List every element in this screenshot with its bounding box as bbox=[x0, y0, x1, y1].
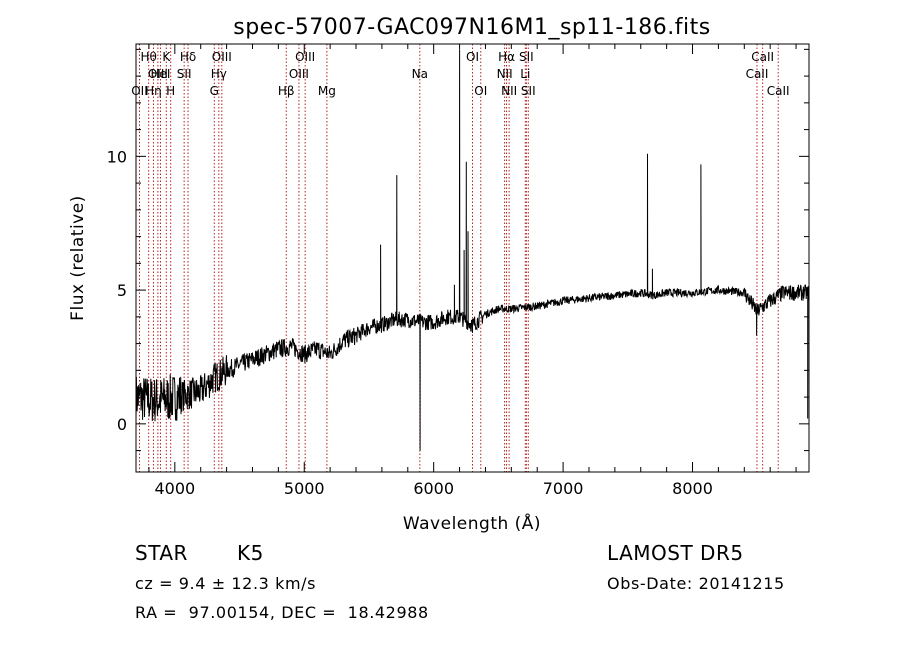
x-tick-label-6000: 6000 bbox=[413, 479, 454, 498]
redshift-readout: cz = 9.4 ± 12.3 km/s bbox=[135, 574, 317, 593]
line-label-16: Na bbox=[412, 67, 428, 81]
y-tick-label-10: 10 bbox=[107, 147, 127, 166]
line-label-20: Hα bbox=[498, 50, 515, 64]
line-label-0: OII bbox=[131, 84, 148, 98]
line-label-2: Hη bbox=[145, 84, 162, 98]
line-label-21: NII bbox=[501, 84, 517, 98]
line-label-26: CaII bbox=[751, 50, 774, 64]
line-label-24: SII bbox=[521, 84, 536, 98]
line-label-3: OIII bbox=[148, 67, 168, 81]
line-label-11: OIII bbox=[212, 50, 232, 64]
line-label-13: OIII bbox=[289, 67, 309, 81]
line-label-10: Hγ bbox=[211, 67, 227, 81]
line-label-27: CaII bbox=[767, 84, 790, 98]
emission-line-labels: OIIHθHηOIIIKHeIHSIIHδGHγOIIIHβOIIIOIIIMg… bbox=[131, 50, 789, 98]
line-label-15: Mg bbox=[318, 84, 336, 98]
x-tick-label-5000: 5000 bbox=[284, 479, 325, 498]
y-axis: 0 5 10 bbox=[107, 48, 809, 452]
subclass: K5 bbox=[237, 541, 264, 565]
line-label-18: OI bbox=[474, 84, 487, 98]
line-label-1: Hθ bbox=[140, 50, 156, 64]
line-label-7: SII bbox=[177, 67, 192, 81]
obs-date: Obs-Date: 20141215 bbox=[607, 574, 785, 593]
x-tick-label-4000: 4000 bbox=[154, 479, 195, 498]
x-tick-label-8000: 8000 bbox=[672, 479, 713, 498]
line-label-12: Hβ bbox=[278, 84, 295, 98]
survey-name: LAMOST DR5 bbox=[607, 541, 744, 565]
y-tick-label-0: 0 bbox=[117, 415, 127, 434]
line-label-23: SII bbox=[519, 50, 534, 64]
y-axis-label: Flux (relative) bbox=[68, 195, 88, 321]
line-label-5: HeI bbox=[150, 67, 170, 81]
line-label-4: K bbox=[162, 50, 171, 64]
line-label-22: Li bbox=[520, 67, 530, 81]
line-label-17: OI bbox=[466, 50, 479, 64]
line-label-19: NII bbox=[497, 67, 513, 81]
chart-title: spec-57007-GAC097N16M1_sp11-186.fits bbox=[233, 15, 711, 40]
line-label-9: G bbox=[210, 84, 219, 98]
line-label-6: H bbox=[166, 84, 175, 98]
x-tick-label-7000: 7000 bbox=[543, 479, 584, 498]
spectrum-line bbox=[135, 49, 810, 451]
coordinates-readout: RA = 97.00154, DEC = 18.42988 bbox=[135, 603, 429, 622]
plot-frame bbox=[135, 43, 810, 473]
x-axis-label: Wavelength (Å) bbox=[403, 512, 541, 534]
line-label-25: CaII bbox=[746, 67, 769, 81]
x-axis: 4000 5000 6000 7000 8000 bbox=[148, 44, 797, 498]
line-label-8: Hδ bbox=[180, 50, 196, 64]
line-label-14: OIII bbox=[295, 50, 315, 64]
y-tick-label-5: 5 bbox=[117, 281, 127, 300]
emission-line-markers bbox=[138, 44, 779, 472]
object-class: STAR bbox=[135, 541, 188, 565]
